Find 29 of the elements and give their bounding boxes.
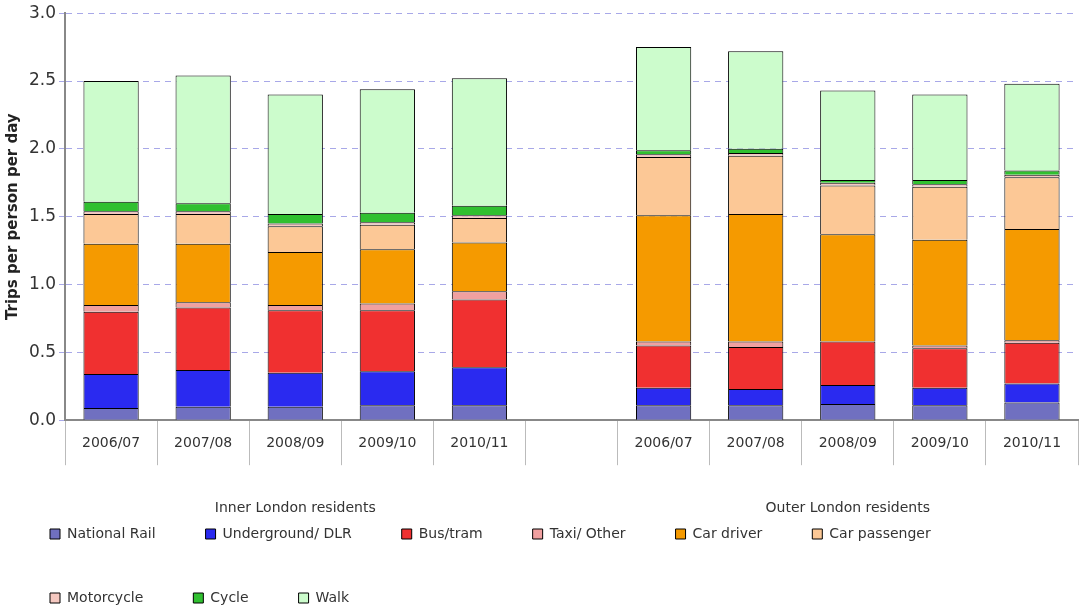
- y-tick-label: 1.5: [28, 205, 57, 226]
- legend-label: Bus/tram: [418, 524, 483, 541]
- y-tick-label: 0.5: [28, 340, 57, 361]
- x-tick-label: 2008/09: [266, 434, 325, 451]
- x-tick-label: 2007/08: [174, 434, 233, 451]
- text: Outer London residents: [765, 498, 930, 515]
- y-tick-label: 3.0: [28, 1, 57, 22]
- legend-label: National Rail: [67, 524, 156, 541]
- y-tick-label: 1.0: [28, 272, 57, 293]
- legend-label: Underground/ DLR: [222, 524, 352, 541]
- legend-label: Motorcycle: [67, 588, 144, 605]
- x-tick-label: 2006/07: [81, 434, 141, 451]
- x-tick-label: 2006/07: [634, 434, 693, 451]
- legend-label: Walk: [315, 588, 351, 605]
- x-tick-label: 2010/11: [1002, 434, 1062, 451]
- legend-label: Cycle: [210, 588, 249, 605]
- x-tick-label: 2007/08: [726, 434, 785, 451]
- x-tick-label: 2008/09: [818, 434, 877, 451]
- legend-label: Car driver: [692, 524, 763, 541]
- y-tick-label: 2.5: [28, 69, 57, 90]
- y-tick-label: 0.0: [28, 408, 57, 429]
- y-tick-label: 2.0: [28, 137, 57, 158]
- x-tick-label: 2009/10: [910, 434, 969, 451]
- legend-label: Car passenger: [829, 524, 931, 541]
- y-axis-title: Trips per person per day: [2, 113, 21, 321]
- x-tick-label: 2009/10: [358, 434, 417, 451]
- x-tick-label: 2010/11: [450, 434, 509, 451]
- text: Inner London residents: [214, 498, 376, 515]
- legend-label: Taxi/ Other: [548, 524, 626, 541]
